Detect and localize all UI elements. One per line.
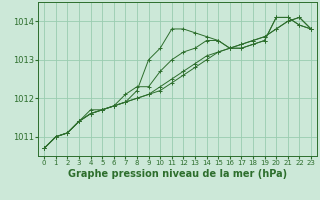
X-axis label: Graphe pression niveau de la mer (hPa): Graphe pression niveau de la mer (hPa): [68, 169, 287, 179]
